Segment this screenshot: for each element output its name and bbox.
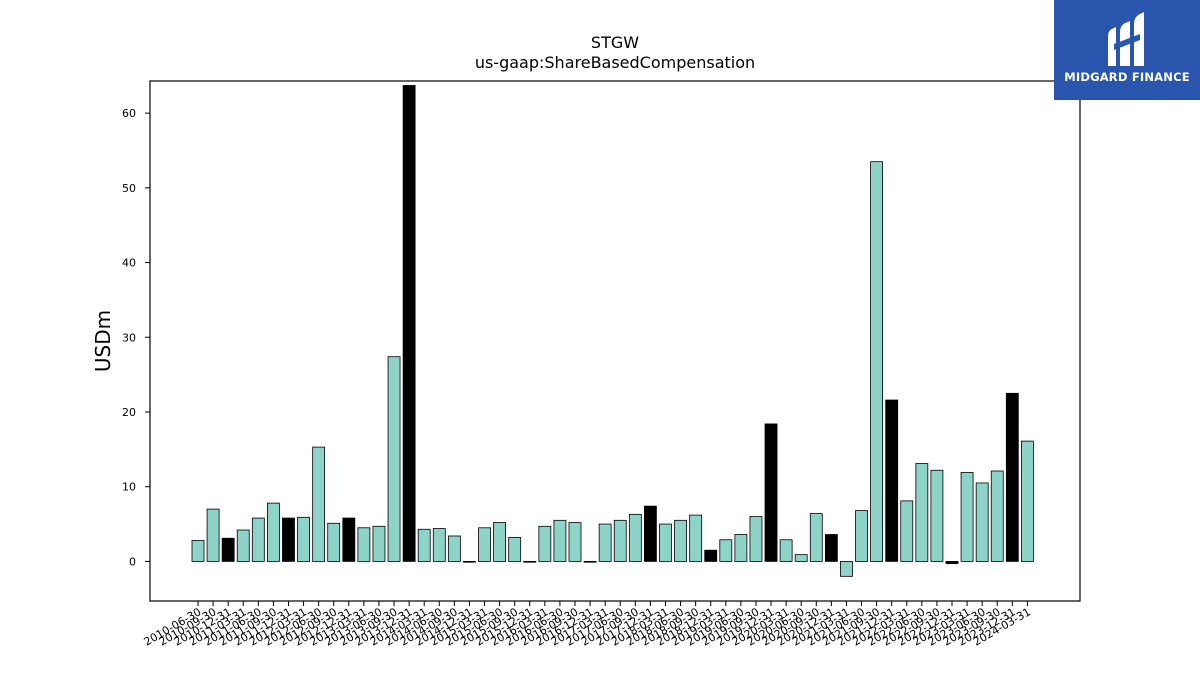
bars-group xyxy=(191,85,1034,577)
bar-2013-03-31 xyxy=(357,527,371,562)
y-tick-label: 40 xyxy=(122,257,136,270)
plot-frame xyxy=(149,80,1081,602)
bar-2015-12-31 xyxy=(523,561,537,563)
bar-2023-12-31 xyxy=(1005,392,1019,562)
bar-2011-12-31 xyxy=(282,517,295,562)
bar-2011-09-30 xyxy=(266,502,280,562)
bar-2013-12-31 xyxy=(402,85,416,562)
chart-title: STGW xyxy=(591,33,639,52)
logo-mark-icon xyxy=(1108,12,1144,66)
bar-2022-06-30 xyxy=(915,463,929,562)
y-tick-label: 10 xyxy=(122,481,136,494)
bar-2013-06-30 xyxy=(372,525,386,562)
bar-2020-12-31 xyxy=(824,534,838,562)
bar-2016-09-30 xyxy=(568,522,582,562)
bar-2022-03-31 xyxy=(900,500,914,562)
y-tick-label: 20 xyxy=(122,406,136,419)
bar-2023-03-31 xyxy=(960,472,974,562)
bar-2017-09-30 xyxy=(628,513,642,562)
bar-2015-09-30 xyxy=(508,537,522,562)
bar-2012-03-31 xyxy=(297,516,310,562)
chart-subtitle: us-gaap:ShareBasedCompensation xyxy=(475,53,755,72)
bar-2018-09-30 xyxy=(689,514,703,562)
bar-2021-12-31 xyxy=(885,399,899,562)
bar-2017-03-31 xyxy=(598,523,612,562)
logo-text: MIDGARD FINANCE xyxy=(1064,70,1190,84)
bar-2023-09-30 xyxy=(990,470,1004,562)
y-tick-label: 30 xyxy=(122,331,136,344)
bar-2022-12-31 xyxy=(945,561,959,565)
bar-2010-06-30 xyxy=(191,540,205,562)
bar-2016-12-31 xyxy=(583,561,597,563)
bar-2017-06-30 xyxy=(613,519,627,562)
bar-2011-06-30 xyxy=(251,517,265,562)
bar-2011-03-31 xyxy=(236,529,250,562)
bar-2021-06-30 xyxy=(855,510,868,562)
y-tick-label: 60 xyxy=(122,107,136,120)
bar-2020-09-30 xyxy=(809,513,823,562)
bar-2016-06-30 xyxy=(553,519,567,562)
bar-2022-09-30 xyxy=(930,469,944,562)
bar-2018-03-31 xyxy=(659,523,672,562)
bar-2014-06-30 xyxy=(432,528,446,562)
bar-2019-03-31 xyxy=(719,539,733,562)
bar-2018-06-30 xyxy=(674,519,687,562)
bar-2019-06-30 xyxy=(734,534,748,562)
y-tick-label: 50 xyxy=(122,182,136,195)
bar-2012-06-30 xyxy=(312,446,326,562)
bar-2014-12-31 xyxy=(463,561,476,563)
bar-2024-03-31 xyxy=(1021,440,1034,562)
bar-2019-09-30 xyxy=(749,516,763,562)
bar-2021-09-30 xyxy=(870,161,883,562)
bar-2017-12-31 xyxy=(644,505,657,562)
bar-2023-06-30 xyxy=(975,482,989,562)
y-axis-label: USDm xyxy=(91,310,115,372)
bar-2018-12-31 xyxy=(704,549,718,562)
bar-2012-09-30 xyxy=(327,522,341,562)
x-axis-ticks: 2010-06-302010-09-302010-12-312011-03-31… xyxy=(142,601,1033,649)
bar-2016-03-31 xyxy=(538,525,552,562)
bar-2010-09-30 xyxy=(206,508,220,562)
bar-2012-12-31 xyxy=(342,517,356,562)
bar-2015-06-30 xyxy=(493,522,507,562)
bar-2020-06-30 xyxy=(794,554,808,562)
y-axis-ticks: 0 10 20 30 40 50 60 xyxy=(122,107,150,568)
brand-logo: MIDGARD FINANCE xyxy=(1054,0,1200,100)
bar-2015-03-31 xyxy=(478,527,491,562)
bar-2010-12-31 xyxy=(221,537,235,562)
y-tick-label: 0 xyxy=(129,555,136,568)
bar-2014-03-31 xyxy=(417,528,431,562)
bar-2020-03-31 xyxy=(779,539,793,562)
bar-2019-12-31 xyxy=(764,423,778,562)
bar-2014-09-30 xyxy=(447,535,461,562)
bar-2013-09-30 xyxy=(387,356,401,562)
bar-2021-03-31 xyxy=(840,561,853,577)
